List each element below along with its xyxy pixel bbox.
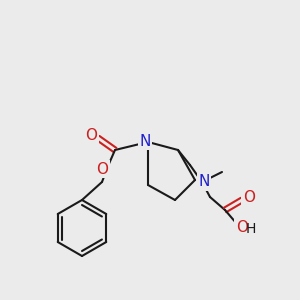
- Text: O: O: [85, 128, 97, 143]
- Text: N: N: [139, 134, 151, 148]
- Text: O: O: [243, 190, 255, 206]
- Text: O: O: [236, 220, 248, 235]
- Text: N: N: [198, 175, 210, 190]
- Text: O: O: [96, 161, 108, 176]
- Text: H: H: [246, 222, 256, 236]
